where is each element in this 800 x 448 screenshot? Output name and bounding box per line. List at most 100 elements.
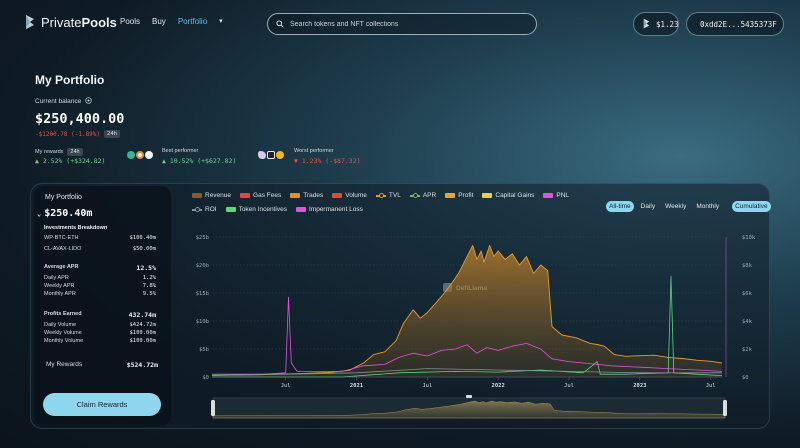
apr-row-value: 7.8% bbox=[142, 283, 156, 289]
x-tick-label: 2021 bbox=[350, 383, 364, 389]
y-tick-right: $8k bbox=[742, 263, 753, 269]
legend-swatch bbox=[543, 193, 554, 198]
search-bar[interactable] bbox=[267, 13, 537, 35]
average-apr: Average APR 12.5% bbox=[44, 264, 156, 272]
range-daily[interactable]: Daily bbox=[640, 203, 656, 210]
legend-item-gas-fees[interactable]: Gas Fees bbox=[240, 192, 281, 199]
legend-item-volume[interactable]: Volume bbox=[332, 192, 367, 199]
worst-performer-value: ▼ 1.23% (-$87.32) bbox=[294, 157, 361, 165]
rewards-label-text: My rewards bbox=[35, 149, 64, 155]
apr-row-label: Weekly APR bbox=[44, 283, 75, 289]
balance-change: -$1200.78 (-1.89%) 24h bbox=[35, 130, 120, 138]
legend-label: Volume bbox=[345, 192, 367, 199]
period-badge: 24h bbox=[104, 130, 120, 138]
x-tick-label: Jul bbox=[564, 383, 574, 389]
ethereum-coin-icon bbox=[145, 151, 153, 159]
my-rewards-label: My Rewards bbox=[46, 361, 83, 368]
range-all-time[interactable]: All-time bbox=[606, 201, 634, 212]
token-price: $1.23 bbox=[656, 19, 679, 29]
unicorn-coin-icon bbox=[258, 151, 266, 159]
summary-total[interactable]: ⌄ $250.40m bbox=[37, 208, 92, 219]
nav-links: Pools Buy Portfolio ▾ bbox=[120, 17, 223, 26]
summary-total-value: $250.40m bbox=[44, 208, 93, 219]
orange-coin-icon bbox=[136, 151, 144, 159]
brush-preview bbox=[212, 400, 726, 419]
legend-swatch bbox=[482, 193, 493, 198]
volume-row-value: $100.00m bbox=[129, 330, 157, 336]
breakdown-label: WP-BTC-ETH bbox=[44, 235, 79, 241]
nav-link-buy[interactable]: Buy bbox=[152, 17, 166, 26]
legend-item-apr[interactable]: APR bbox=[409, 192, 436, 199]
x-tick-label: 2022 bbox=[492, 383, 505, 389]
y-tick-right: $2k bbox=[742, 347, 753, 353]
balance-label-text: Current balance bbox=[35, 98, 82, 105]
range-selector: All-time Daily Weekly Monthly Cumulative bbox=[606, 201, 771, 212]
legend-item-roi[interactable]: ROI bbox=[192, 206, 217, 213]
eye-icon[interactable] bbox=[85, 97, 92, 106]
legend-item-revenue[interactable]: Revenue bbox=[192, 192, 231, 199]
rewards-label: My rewards 24h bbox=[35, 148, 83, 156]
profits-earned-label: Profits Earned bbox=[44, 311, 82, 317]
legend-label: Trades bbox=[303, 192, 324, 199]
current-balance: $250,400.00 bbox=[35, 111, 125, 127]
portfolio-chart[interactable]: $0$5b$10b$15b$20b$25b$0$2k$4k$6k$8k$10kD… bbox=[180, 228, 760, 423]
token-price-pill[interactable]: $1.23 bbox=[633, 12, 679, 36]
brush-handle-left[interactable] bbox=[211, 400, 215, 416]
breakdown-value: $50.00m bbox=[132, 246, 156, 252]
volume-row-value: $424.72m bbox=[129, 322, 157, 328]
legend-item-token-incentives[interactable]: Token Incentives bbox=[225, 206, 287, 213]
range-monthly[interactable]: Monthly bbox=[696, 203, 720, 210]
legend-swatch bbox=[290, 193, 301, 198]
range-weekly[interactable]: Weekly bbox=[665, 203, 687, 210]
series-area-tvl bbox=[212, 245, 722, 377]
chevron-down-icon[interactable]: ⌄ bbox=[37, 210, 42, 218]
my-rewards: My Rewards $524.72m bbox=[46, 361, 158, 369]
brand-name: PrivatePools bbox=[41, 14, 117, 30]
chevron-down-icon[interactable]: ▾ bbox=[219, 18, 223, 25]
rewards-value: ▲ 2.52% (+$324.82) bbox=[35, 157, 106, 165]
tether-coin-icon bbox=[127, 151, 135, 159]
y-tick-right: $10k bbox=[742, 235, 756, 241]
legend-item-capital-gains[interactable]: Capital Gains bbox=[482, 192, 534, 199]
average-apr-label: Average APR bbox=[44, 264, 79, 270]
gold-coin-icon bbox=[276, 151, 284, 159]
cumulative-toggle[interactable]: Cumulative bbox=[732, 201, 771, 212]
legend-label: Capital Gains bbox=[495, 192, 535, 199]
token-logo-icon bbox=[642, 18, 651, 31]
y-tick-left: $0 bbox=[202, 375, 209, 381]
y-tick-left: $5b bbox=[199, 347, 209, 353]
chart-brush[interactable] bbox=[211, 395, 727, 419]
y-tick-right: $6k bbox=[742, 291, 753, 297]
legend-item-profit[interactable]: Profit bbox=[445, 192, 473, 199]
average-apr-value: 12.5% bbox=[136, 264, 156, 272]
breakdown-row: WP-BTC-ETH $100.40m bbox=[44, 235, 156, 241]
top-nav: PrivatePools Pools Buy Portfolio ▾ $1.23… bbox=[0, 0, 800, 48]
apr-row: Daily APR 1.2% bbox=[44, 275, 156, 281]
nav-link-pools[interactable]: Pools bbox=[120, 17, 141, 26]
brush-handle-right[interactable] bbox=[723, 400, 727, 416]
apr-row-value: 1.2% bbox=[142, 275, 156, 281]
series-line-tvl bbox=[211, 244, 723, 376]
legend-label: Profit bbox=[458, 192, 474, 199]
nav-link-portfolio[interactable]: Portfolio bbox=[177, 17, 208, 26]
brush-grip-icon bbox=[466, 395, 472, 398]
legend-item-pnl[interactable]: PNL bbox=[543, 192, 569, 199]
best-performer-label: Best performer bbox=[162, 148, 199, 154]
legend-swatch bbox=[240, 193, 251, 198]
breakdown-title: Investments Breakdown bbox=[44, 225, 108, 231]
profits-earned-value: 432.74m bbox=[128, 311, 156, 319]
apr-row: Monthly APR 9.5% bbox=[44, 291, 156, 297]
brand-logo[interactable]: PrivatePools bbox=[24, 14, 117, 30]
legend-item-impermanent-loss[interactable]: Impermanent Loss bbox=[295, 206, 363, 213]
volume-row-label: Monthly Volume bbox=[44, 338, 84, 344]
search-input[interactable] bbox=[290, 20, 520, 28]
legend-item-trades[interactable]: Trades bbox=[290, 192, 323, 199]
legend-item-tvl[interactable]: TVL bbox=[375, 192, 401, 199]
summary-panel bbox=[34, 186, 171, 426]
brand-mark-icon bbox=[24, 14, 36, 30]
x-tick-label: 2023 bbox=[633, 383, 646, 389]
legend-swatch bbox=[192, 207, 202, 212]
y-tick-left: $25b bbox=[196, 235, 209, 241]
wallet-button[interactable]: 0xdd2E...5435373F bbox=[686, 12, 784, 36]
claim-rewards-button[interactable]: Claim Rewards bbox=[43, 393, 161, 416]
